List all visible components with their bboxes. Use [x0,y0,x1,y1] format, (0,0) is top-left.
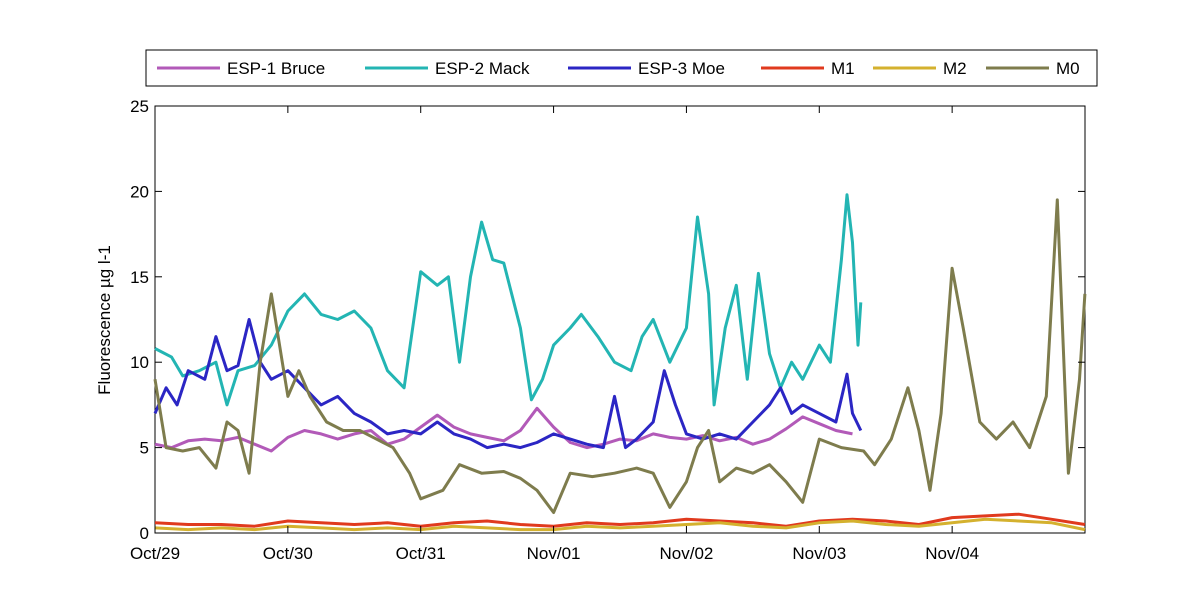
x-tick-label: Nov/04 [925,544,979,563]
series-line-esp-2-mack [154,193,863,407]
tick-layer: 0 5 10 15 20 25 Oct/29 Oct/30 Oct/31 Nov/01 Nov/02… [130,97,1085,563]
y-axis-label: Fluorescence µg l-1 [95,245,114,395]
legend: ESP-1 Bruce ESP-2 Mack ESP-3 Moe M1 M2 M0 [145,49,1098,87]
y-tick-label: 15 [130,268,149,287]
y-tick-label: 5 [140,439,149,458]
y-tick-label: 0 [140,524,149,543]
x-tick-label: Oct/30 [263,544,313,563]
x-tick-label: Nov/02 [659,544,713,563]
legend-label: ESP-2 Mack [435,59,530,78]
series-line-m2 [154,517,1086,532]
x-tick-label: Nov/03 [792,544,846,563]
series-line-m0 [153,198,1087,514]
plot-area: 0 5 10 15 20 25 Oct/29 Oct/30 Oct/31 Nov/01 Nov/02… [130,97,1087,563]
legend-label: ESP-3 Moe [638,59,725,78]
y-tick-label: 25 [130,97,149,116]
series-line-m1 [154,512,1086,528]
legend-label: M2 [943,59,967,78]
series-line-esp-3-moe [153,318,863,450]
y-tick-label: 10 [130,353,149,372]
y-tick-label: 20 [130,182,149,201]
series-layer [153,193,1087,532]
axes-box [154,105,1086,534]
legend-label: ESP-1 Bruce [227,59,325,78]
x-tick-label: Oct/31 [396,544,446,563]
legend-label: M0 [1056,59,1080,78]
x-tick-label: Oct/29 [130,544,180,563]
x-tick-label: Nov/01 [527,544,581,563]
legend-label: M1 [831,59,855,78]
